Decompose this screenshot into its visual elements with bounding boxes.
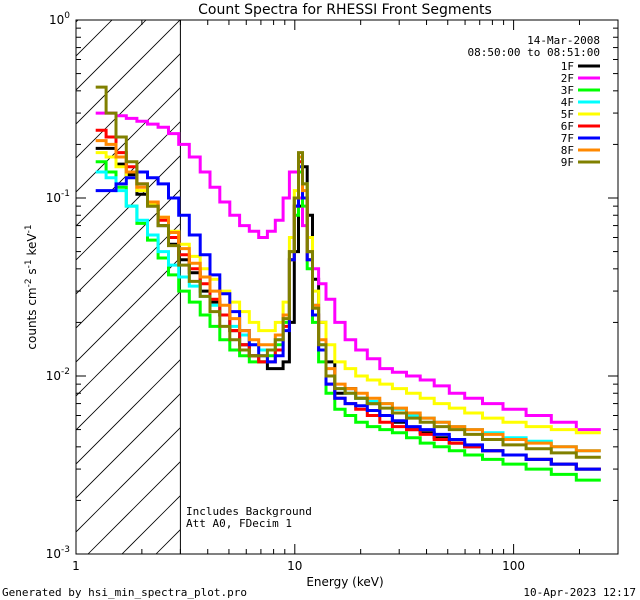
legend-label-4F: 4F [561,96,574,109]
series-line-4F [95,155,601,453]
footer-generated-by: Generated by hsi_min_spectra_plot.pro [2,586,247,599]
hatch-line [76,393,181,499]
x-tick-label: 10 [287,559,302,573]
hatch-line [76,20,79,23]
legend: 14-Mar-2008 08:50:00 to 08:51:00 1F2F3F4… [468,34,600,169]
hatch-line [76,291,181,397]
hatch-line [76,359,181,465]
series-layer [95,85,601,482]
legend-label-1F: 1F [561,60,574,73]
legend-label-3F: 3F [561,84,574,97]
hatch-line [76,223,181,329]
series-line-3F [95,160,601,482]
hatch-line [76,257,181,363]
hatch-line [76,53,181,159]
legend-label-8F: 8F [561,144,574,157]
hatch-line [87,461,181,554]
footer-timestamp: 10-Apr-2023 12:17 [523,586,636,599]
chart-title: Count Spectra for RHESSI Front Segments [198,2,492,18]
y-tick-label: 10-1 [46,189,70,205]
hatch-line [76,20,147,91]
series-line-9F [95,85,601,459]
y-tick-label: 10-2 [46,367,70,383]
annotation-attenuator: Att A0, FDecim 1 [186,517,292,530]
annotation-background: Includes Background [186,505,312,518]
hatch-line [76,189,181,295]
legend-label-5F: 5F [561,108,574,121]
legend-label-2F: 2F [561,72,574,85]
y-axis-label: counts cm-2 s-1 keV-1 [24,224,39,349]
legend-label-7F: 7F [561,132,574,145]
axis-ticks: 1 10 100 100 10-1 10-2 10-3 [46,11,619,573]
hatch-line [76,427,181,533]
hatch-line [76,121,181,227]
x-tick-label: 1 [72,559,80,573]
legend-label-9F: 9F [561,156,574,169]
hatch-line [76,20,181,125]
series-line-5F [95,151,601,435]
x-tick-label: 100 [502,559,525,573]
y-tick-label: 100 [49,11,70,27]
plot-frame [75,19,619,555]
attenuator-hatch [76,20,181,554]
legend-time-range: 08:50:00 to 08:51:00 [468,46,600,59]
series-line-6F [95,128,601,471]
legend-date: 14-Mar-2008 [527,34,600,47]
legend-label-6F: 6F [561,120,574,133]
series-line-2F [95,111,601,432]
x-axis-label: Energy (keV) [306,575,383,589]
hatch-line [76,325,181,431]
y-tick-label: 10-3 [46,545,70,561]
